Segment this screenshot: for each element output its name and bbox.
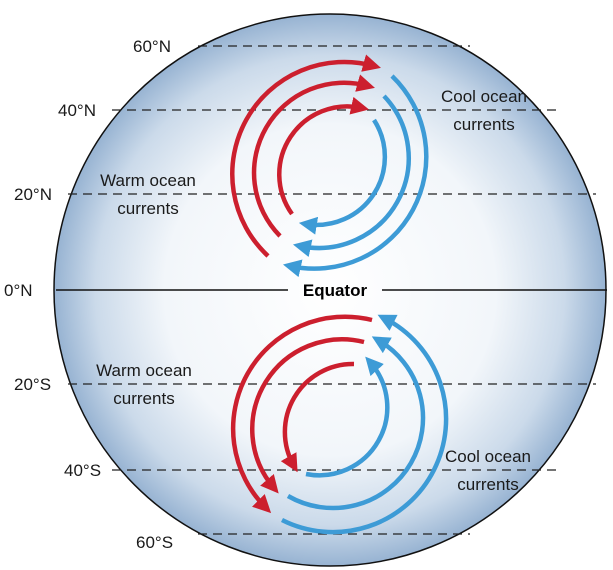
south-warm-current-outer — [230, 314, 373, 514]
latitude-lines — [56, 45, 607, 535]
south-cool-label-line2: currents — [457, 475, 518, 494]
north-warm-label-line2: currents — [117, 199, 178, 218]
south-cool-current-outer — [280, 314, 449, 535]
latitude-label-0n: 0°N — [4, 281, 33, 300]
north-warm-label-line1: Warm ocean — [100, 171, 196, 190]
south-warm-label-line1: Warm ocean — [96, 361, 192, 380]
latitude-label-60n: 60°N — [133, 37, 171, 56]
south-cool-current-inner — [305, 356, 390, 478]
north-cool-label-line2: currents — [453, 115, 514, 134]
south-gyre — [230, 314, 449, 535]
latitude-label-40n: 40°N — [58, 101, 96, 120]
south-warm-current-inner — [280, 361, 355, 473]
north-warm-current-inner — [277, 96, 370, 216]
north-cool-current-middle — [292, 94, 411, 258]
south-warm-current-middle — [250, 337, 365, 494]
north-warm-current-middle — [251, 74, 375, 238]
south-cool-current-middle — [286, 336, 426, 511]
north-cool-current-outer — [282, 74, 429, 278]
north-cool-current-inner — [298, 118, 388, 235]
north-cool-label-line1: Cool ocean — [441, 87, 527, 106]
equator-label: Equator — [303, 281, 368, 300]
latitude-label-20s: 20°S — [14, 375, 51, 394]
north-gyre — [230, 54, 429, 278]
latitude-label-60s: 60°S — [136, 533, 173, 552]
south-warm-label-line2: currents — [113, 389, 174, 408]
latitude-label-40s: 40°S — [64, 461, 101, 480]
north-warm-current-outer — [230, 54, 381, 258]
south-cool-label-line1: Cool ocean — [445, 447, 531, 466]
latitude-label-20n: 20°N — [14, 185, 52, 204]
